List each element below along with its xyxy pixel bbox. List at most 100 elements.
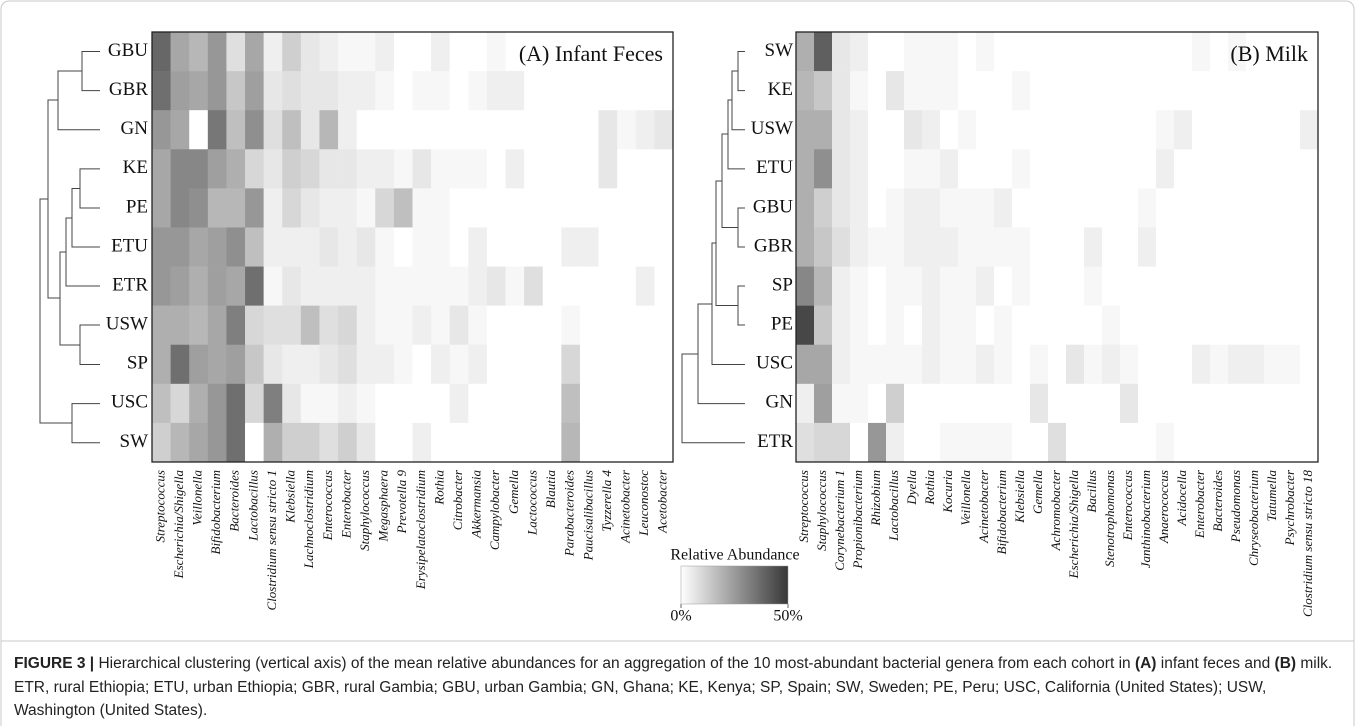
heatmap-cell <box>796 344 815 385</box>
heatmap-cell <box>654 71 674 111</box>
heatmap-cell <box>598 149 618 189</box>
heatmap-cell <box>654 305 674 346</box>
heatmap-cell <box>617 71 637 111</box>
heatmap-cell <box>1282 266 1301 306</box>
heatmap-cell <box>850 227 869 267</box>
heatmap-cell <box>561 149 581 189</box>
heatmap-cell <box>1246 71 1265 111</box>
column-label: Klebsiella <box>1012 470 1027 524</box>
heatmap-cell <box>486 32 506 72</box>
heatmap-cell <box>635 71 655 111</box>
heatmap-cell <box>561 32 581 72</box>
heatmap-cell <box>994 383 1013 424</box>
heatmap-cell <box>598 344 618 385</box>
heatmap-cell <box>1210 32 1229 72</box>
heatmap-cell <box>542 305 562 346</box>
heatmap-cell <box>1192 266 1211 306</box>
heatmap-cell <box>356 227 376 267</box>
heatmap-cell <box>561 227 581 267</box>
heatmap-cell <box>1156 188 1175 228</box>
heatmap-cell <box>958 110 977 150</box>
heatmap-cell <box>922 383 941 424</box>
heatmap-cell <box>1264 227 1283 267</box>
column-label: Acidocella <box>1174 470 1189 527</box>
heatmap-cell <box>152 227 171 267</box>
heatmap-cell <box>1300 422 1319 463</box>
heatmap-cell <box>1120 32 1139 72</box>
heatmap-cell <box>524 266 544 306</box>
heatmap-cell <box>468 71 488 111</box>
heatmap-cell <box>1030 227 1049 267</box>
heatmap-cell <box>814 71 833 111</box>
heatmap-cell <box>170 422 190 463</box>
heatmap-cell <box>524 71 544 111</box>
row-label: USC <box>756 353 793 374</box>
heatmap-cell <box>976 422 995 463</box>
heatmap-cell <box>226 32 246 72</box>
column-label: Streptococcus <box>152 470 167 542</box>
heatmap-cell <box>654 110 674 150</box>
heatmap-cell <box>796 227 815 267</box>
column-label: Lactobacillus <box>245 470 260 542</box>
heatmap-cell <box>245 32 264 72</box>
heatmap-cell <box>994 305 1013 346</box>
heatmap-cell <box>449 188 469 228</box>
row-label: ETU <box>111 235 148 256</box>
heatmap-cell <box>1192 422 1211 463</box>
heatmap-cell <box>832 344 851 385</box>
heatmap-cell <box>868 266 887 306</box>
column-label: Prevotella 9 <box>394 470 409 535</box>
column-label: Propionibacterium <box>850 470 865 569</box>
heatmap-cell <box>886 71 905 111</box>
heatmap-cell <box>245 422 264 463</box>
heatmap-cell <box>1264 383 1283 424</box>
heatmap-cell <box>152 149 171 189</box>
heatmap-cell <box>486 383 506 424</box>
row-label: SP <box>772 274 793 295</box>
heatmap-cell <box>300 305 320 346</box>
column-label: Psychrobacter <box>1282 469 1297 546</box>
heatmap-cell <box>449 383 469 424</box>
heatmap-cell <box>994 149 1013 189</box>
heatmap-cell <box>1048 71 1067 111</box>
column-label: Lactococcus <box>524 470 539 536</box>
heatmap-cell <box>579 188 599 228</box>
heatmap-cell <box>886 266 905 306</box>
heatmap-cell <box>393 149 413 189</box>
column-label: Enterococcus <box>320 470 335 541</box>
heatmap-cell <box>282 227 302 267</box>
heatmap-cell <box>468 188 488 228</box>
heatmap-cell <box>226 344 246 385</box>
heatmap-cell <box>263 32 283 72</box>
heatmap-cell <box>832 227 851 267</box>
heatmap-cell <box>958 71 977 111</box>
heatmap-cell <box>207 422 227 463</box>
column-label: Pseudomonas <box>1228 470 1243 543</box>
column-label: Escherichia/Shigella <box>1066 470 1081 580</box>
heatmap-cell <box>189 383 209 424</box>
heatmap-cell <box>796 383 815 424</box>
heatmap-cell <box>412 188 432 228</box>
heatmap-cell <box>958 305 977 346</box>
heatmap-cell <box>635 305 655 346</box>
heatmap-cell <box>994 266 1013 306</box>
heatmap-cell <box>431 32 451 72</box>
heatmap-cell <box>1102 383 1121 424</box>
heatmap-cell <box>796 149 815 189</box>
heatmap-cell <box>1300 32 1319 72</box>
heatmap-cell <box>850 32 869 72</box>
heatmap-cell <box>635 110 655 150</box>
dendrogram-a <box>39 51 100 444</box>
heatmap-cell <box>1030 344 1049 385</box>
heatmap-cell <box>1282 188 1301 228</box>
heatmap-cell <box>922 422 941 463</box>
heatmap-cell <box>170 266 190 306</box>
heatmap-cell <box>1282 71 1301 111</box>
heatmap-cell <box>245 305 264 346</box>
heatmap-cell <box>207 305 227 346</box>
heatmap-cell <box>207 266 227 306</box>
heatmap-cell <box>1210 149 1229 189</box>
heatmap-cell <box>1156 344 1175 385</box>
heatmap-cell <box>940 344 959 385</box>
